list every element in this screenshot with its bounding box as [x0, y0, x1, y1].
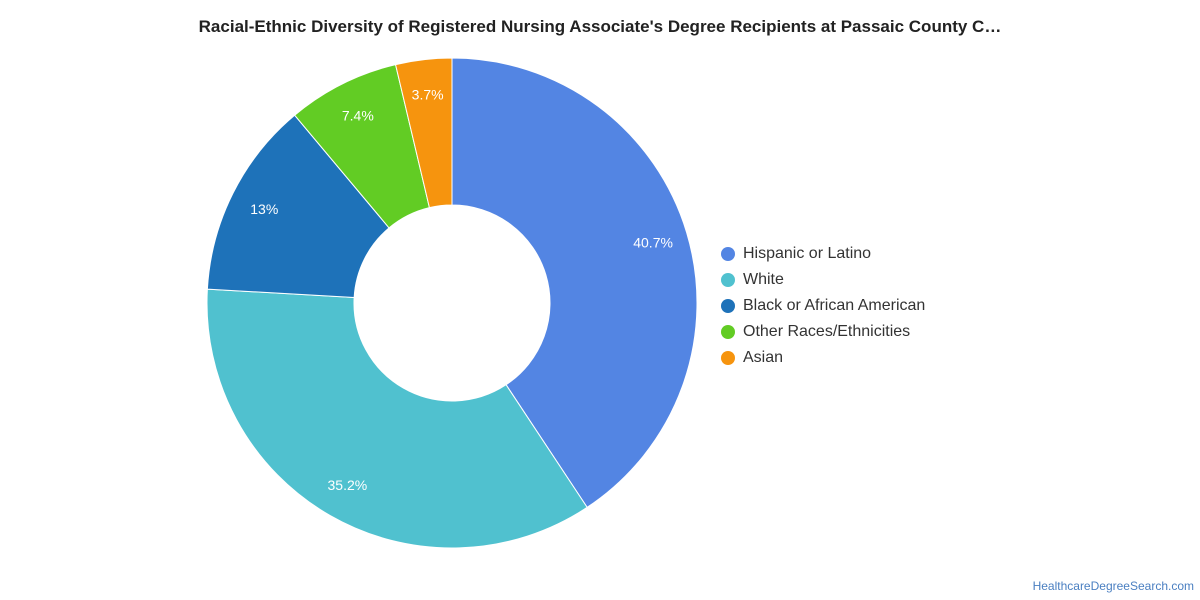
legend-item-asian[interactable]: Asian: [721, 345, 925, 371]
legend-swatch-icon: [721, 247, 735, 261]
legend-swatch-icon: [721, 273, 735, 287]
legend-label: White: [743, 271, 784, 288]
donut-slices: [206, 57, 698, 549]
legend-item-black-or-african-american[interactable]: Black or African American: [721, 293, 925, 319]
chart-legend: Hispanic or Latino White Black or African …: [721, 241, 925, 371]
slice-label-white: 35.2%: [328, 477, 368, 493]
legend-swatch-icon: [721, 325, 735, 339]
slice-label-asian: 3.7%: [412, 86, 444, 102]
legend-swatch-icon: [721, 351, 735, 365]
slice-label-other-races-ethnicities: 7.4%: [342, 107, 374, 123]
legend-swatch-icon: [721, 299, 735, 313]
donut-slice-labels: 40.7% 35.2% 13% 7.4% 3.7%: [250, 86, 673, 493]
legend-label: Asian: [743, 349, 784, 366]
slice-white[interactable]: [206, 288, 588, 549]
legend-label: Black or African American: [743, 297, 926, 314]
legend-item-other-races-ethnicities[interactable]: Other Races/Ethnicities: [721, 319, 925, 345]
slice-asian[interactable]: [394, 57, 453, 209]
slice-black-or-african-american[interactable]: [206, 114, 390, 298]
source-link[interactable]: HealthcareDegreeSearch.com: [1032, 579, 1194, 593]
chart-title: Racial-Ethnic Diversity of Registered Nu…: [198, 17, 1002, 36]
legend-label: Hispanic or Latino: [743, 245, 872, 262]
legend-label: Other Races/Ethnicities: [743, 323, 911, 340]
legend-item-white[interactable]: White: [721, 267, 925, 293]
slice-label-black-or-african-american: 13%: [250, 201, 278, 217]
slice-label-hispanic-or-latino: 40.7%: [633, 235, 673, 251]
legend-item-hispanic-or-latino[interactable]: Hispanic or Latino: [721, 241, 925, 267]
